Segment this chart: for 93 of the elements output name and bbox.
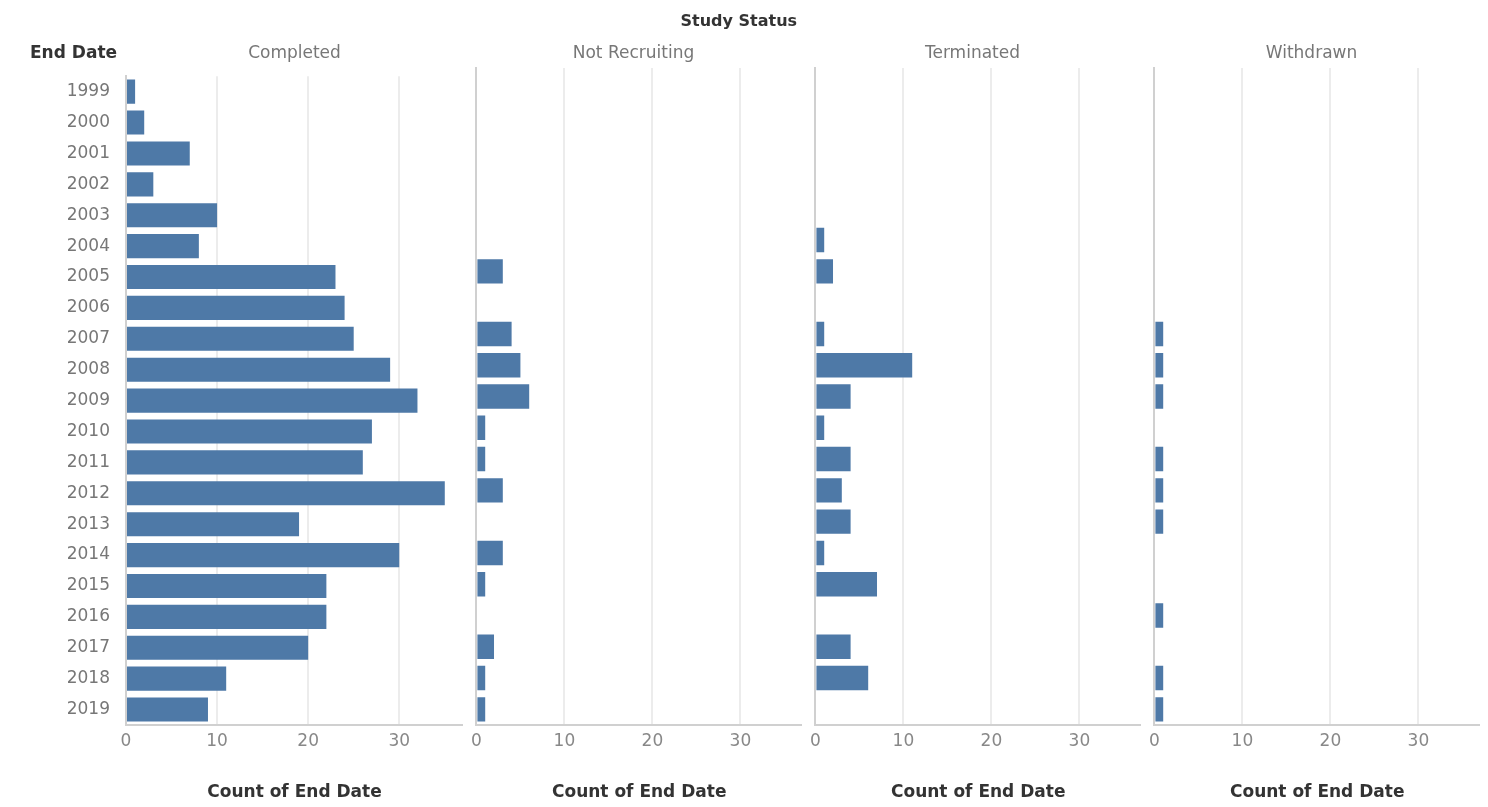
chart-title: Withdrawn — [1264, 42, 1359, 62]
y-tick-label: 2008 — [66, 358, 110, 379]
text: Study Status — [680, 11, 798, 30]
y-tick-label: 2018 — [66, 667, 110, 688]
bar — [127, 419, 372, 444]
bar — [127, 326, 354, 351]
bar — [127, 141, 190, 166]
bar — [816, 259, 834, 284]
y-tick-label: 2014 — [66, 543, 110, 564]
x-tick-label: 10 — [1231, 729, 1254, 750]
bar — [477, 259, 503, 284]
y-tick-label: 2017 — [66, 636, 110, 657]
x-tick-label: 30 — [388, 729, 411, 750]
bar — [127, 604, 327, 629]
bar — [127, 573, 327, 599]
x-tick-label: 20 — [980, 729, 1003, 750]
bar — [477, 634, 495, 659]
bar — [127, 697, 208, 722]
bar — [127, 388, 418, 413]
bar — [816, 665, 869, 691]
y-tick-label: 2009 — [66, 389, 110, 410]
x-tick-label: 0 — [470, 729, 482, 750]
y-tick-label: 2019 — [66, 697, 110, 718]
bar — [477, 353, 521, 378]
bar — [127, 79, 136, 104]
x-axis-title: Count of End Date — [1229, 781, 1405, 802]
bar — [816, 509, 851, 534]
bar — [816, 478, 842, 503]
bar — [127, 295, 345, 320]
x-tick-label: 0 — [120, 729, 132, 750]
bar — [127, 450, 363, 475]
y-tick-label: 2010 — [66, 419, 110, 440]
x-axis-title: Count of End Date — [207, 781, 382, 802]
y-tick-label: 2003 — [66, 203, 110, 224]
x-tick-label: 20 — [297, 729, 319, 750]
y-tick-label: 2004 — [66, 234, 110, 255]
y-tick-label: 2016 — [66, 605, 110, 626]
y-tick-label: 2005 — [66, 265, 110, 286]
bar — [127, 264, 336, 290]
x-tick-label: 20 — [641, 729, 664, 750]
bar — [477, 446, 486, 472]
x-axis-title: Count of End Date — [890, 781, 1066, 802]
y-tick-label: 1999 — [66, 80, 110, 101]
bar — [816, 384, 851, 409]
y-tick-label: 2007 — [66, 327, 110, 348]
bar — [816, 415, 825, 440]
bar — [127, 234, 199, 259]
y-tick-label: 2012 — [66, 481, 110, 502]
x-tick-label: 0 — [1148, 729, 1160, 750]
bar — [477, 540, 503, 566]
bar — [127, 172, 154, 197]
bar — [477, 415, 486, 440]
bar — [816, 634, 851, 659]
y-tick-label: 2000 — [66, 110, 110, 131]
x-tick-label: 10 — [206, 729, 228, 750]
chart-title: Not Recruiting — [571, 42, 696, 62]
x-tick-label: 30 — [1068, 729, 1091, 750]
x-tick-label: 10 — [892, 729, 915, 750]
x-tick-label: 10 — [553, 729, 576, 750]
y-tick-label: 2011 — [66, 450, 110, 471]
bar — [816, 540, 825, 566]
bar — [127, 203, 218, 228]
bar — [816, 446, 851, 472]
y-tick-label: 2006 — [66, 296, 110, 317]
bar — [477, 697, 486, 722]
bar — [127, 110, 145, 135]
bar — [477, 665, 486, 691]
x-tick-label: 20 — [1319, 729, 1342, 750]
y-tick-label: 2001 — [66, 141, 110, 162]
bar — [816, 572, 878, 597]
chart-title: Completed — [247, 42, 342, 62]
bar — [477, 478, 503, 503]
bar — [477, 572, 486, 597]
x-tick-label: 0 — [809, 729, 821, 750]
x-tick-label: 30 — [729, 729, 752, 750]
bar — [477, 321, 512, 347]
y-tick-label: 2013 — [66, 512, 110, 533]
bar — [127, 543, 400, 568]
x-axis-title: Count of End Date — [551, 781, 727, 802]
chart-title: Terminated — [923, 42, 1021, 62]
bar — [816, 353, 913, 378]
bar — [816, 227, 825, 253]
bar — [127, 666, 227, 691]
bar — [127, 635, 309, 660]
x-tick-label: 30 — [1407, 729, 1430, 750]
bar — [127, 481, 445, 506]
y-axis-title: End Date — [30, 42, 118, 62]
y-tick-label: 2002 — [66, 172, 110, 193]
bar — [127, 357, 391, 382]
bar — [477, 384, 530, 409]
y-tick-label: 2015 — [66, 574, 110, 595]
bar — [816, 321, 825, 347]
bar — [127, 512, 300, 537]
